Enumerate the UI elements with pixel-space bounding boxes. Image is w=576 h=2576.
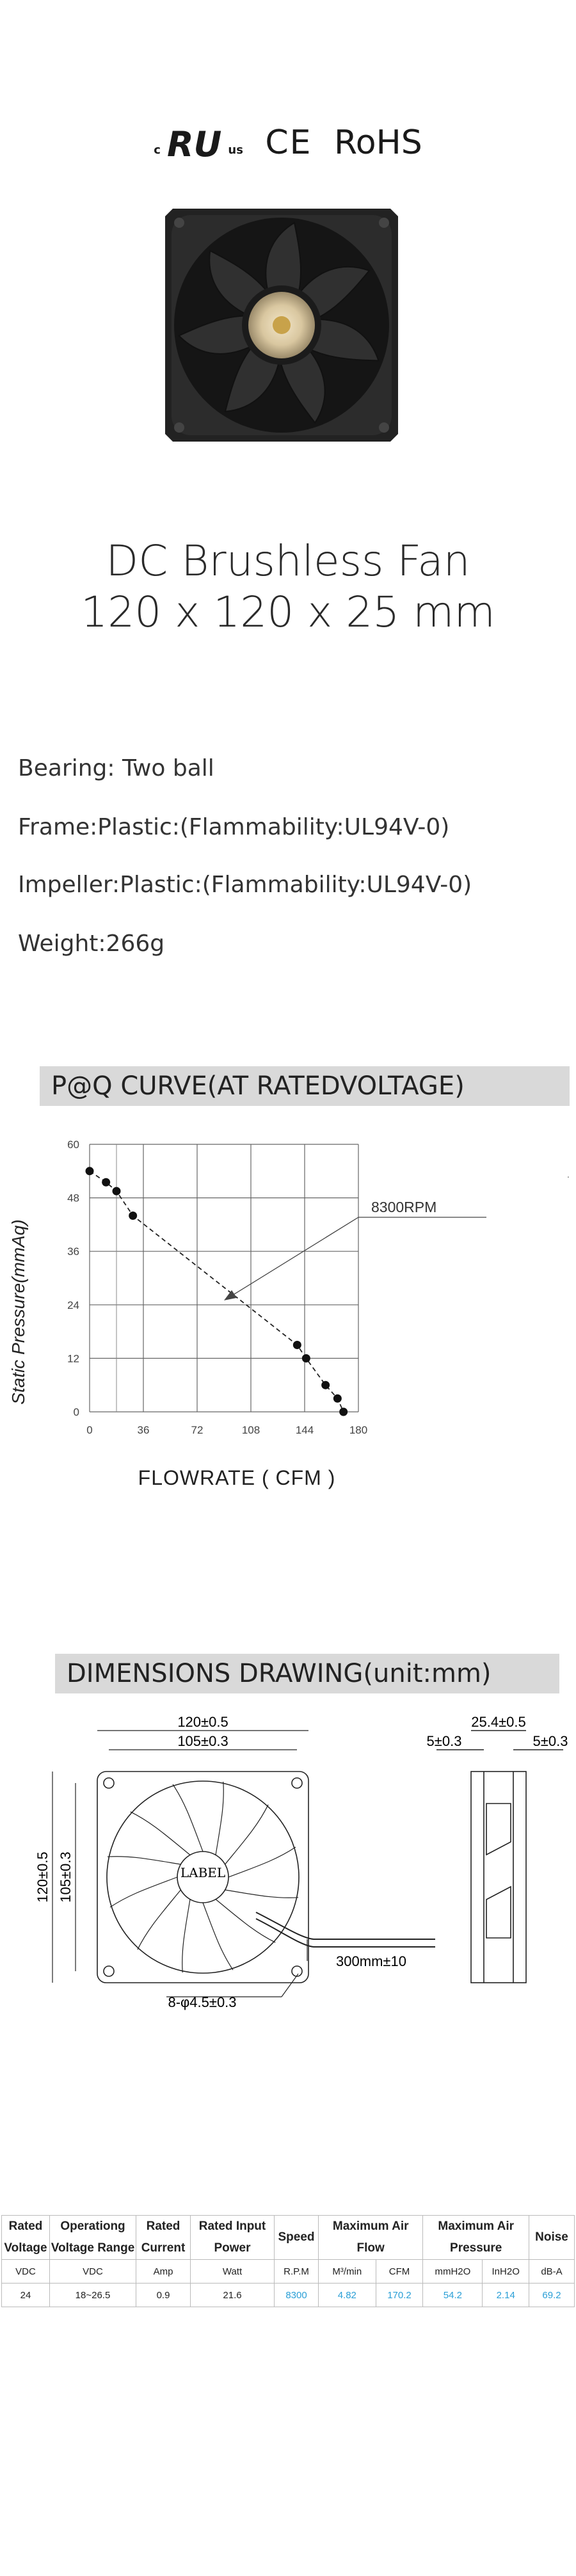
header-noise: Noise: [529, 2215, 575, 2260]
dimensions-heading-bar: DIMENSIONS DRAWING(unit:mm): [55, 1654, 559, 1693]
rohs-certification-logo: RoHS: [334, 124, 422, 163]
y-tick-label: 0: [74, 1406, 79, 1418]
table-cell: 2.14: [482, 2283, 529, 2307]
dim-cable-length: 300mm±10: [336, 1953, 406, 1969]
table-cell: 54.2: [422, 2283, 483, 2307]
chart-annotation: 8300RPM: [224, 1199, 486, 1300]
annotation-leader-diagonal: [230, 1217, 359, 1297]
header-rated-voltage: Rated Voltage: [1, 2215, 50, 2260]
pq-curve-chart: 0 12 24 36 48 60 0 36 72 108 144 180 8300RPM Static…: [8, 1139, 570, 1489]
data-point: [129, 1211, 138, 1220]
table-cell: 18~26.5: [49, 2283, 136, 2307]
certification-marks: c RU us CE RoHS: [0, 122, 576, 164]
dim-outer-height: 120±0.5: [35, 1852, 51, 1902]
table-cell: 0.9: [136, 2283, 191, 2307]
x-tick-label: 72: [191, 1424, 204, 1436]
table-header-row: Rated Voltage Operationg Voltage Range R…: [1, 2215, 575, 2260]
data-point: [102, 1178, 111, 1187]
annotation-arrowhead: [224, 1290, 237, 1300]
data-point: [301, 1354, 310, 1363]
table-cell: mmH2O: [422, 2259, 483, 2284]
front-view: [97, 1771, 435, 1983]
header-max-air-flow: Maximum Air Flow: [317, 2215, 424, 2260]
pq-curve-heading-bar: P@Q CURVE(AT RATEDVOLTAGE): [40, 1066, 570, 1106]
dim-flange-right: 5±0.3: [533, 1733, 568, 1749]
pq-curve-heading: P@Q CURVE(AT RATEDVOLTAGE): [51, 1071, 465, 1101]
x-axis-label: FLOWRATE ( CFM ): [138, 1466, 336, 1489]
table-cell: dB-A: [529, 2259, 575, 2284]
table-cell: 24: [1, 2283, 50, 2307]
y-tick-label: 24: [67, 1299, 79, 1311]
table-cell: VDC: [1, 2259, 50, 2284]
table-cell: 4.82: [318, 2283, 376, 2307]
header-rated-input-power: Rated Input Power: [190, 2215, 275, 2260]
dim-hole-width: 105±0.3: [177, 1733, 228, 1749]
x-tick-label: 108: [242, 1424, 260, 1436]
x-tick-label: 180: [349, 1424, 367, 1436]
y-axis-label: Static Pressure(mmAq): [8, 1219, 28, 1404]
table-cell: Watt: [190, 2259, 275, 2284]
header-max-air-pressure: Maximum Air Pressure: [422, 2215, 529, 2260]
side-view: [436, 1730, 563, 1983]
annotation-label: 8300RPM: [371, 1199, 436, 1215]
data-point: [339, 1407, 348, 1416]
chart-tick-labels: 0 12 24 36 48 60 0 36 72 108 144 180: [67, 1139, 367, 1436]
table-row: 24 18~26.5 0.9 21.6 8300 4.82 170.2 54.2…: [1, 2283, 575, 2307]
table-cell: Amp: [136, 2259, 191, 2284]
specification-table: Rated Voltage Operationg Voltage Range R…: [1, 2215, 575, 2307]
product-dimensions-title: 120 x 120 x 25 mm: [81, 588, 495, 637]
product-title: DC Brushless Fan: [106, 536, 470, 586]
dim-hole-height: 105±0.3: [58, 1852, 74, 1902]
data-point: [321, 1380, 330, 1389]
header-rated-current: Rated Current: [136, 2215, 191, 2260]
table-cell: R.P.M: [274, 2259, 319, 2284]
table-cell: CFM: [375, 2259, 424, 2284]
chart-grid: [89, 1144, 359, 1412]
table-cell: InH2O: [482, 2259, 529, 2284]
data-point: [333, 1394, 342, 1403]
spec-impeller: Impeller:Plastic:(Flammability:UL94V-0): [18, 872, 472, 898]
dimensions-drawing: 120±0.5 105±0.3 120±0.5 105±0.3 LABEL 30…: [35, 1714, 568, 2010]
x-tick-label: 144: [296, 1424, 314, 1436]
dim-outer-width: 120±0.5: [177, 1714, 228, 1730]
chart-series: [85, 1167, 348, 1416]
data-point: [85, 1167, 94, 1176]
table-cell: 69.2: [529, 2283, 575, 2307]
fan-product-image: [165, 209, 398, 442]
y-tick-label: 12: [67, 1352, 79, 1364]
spec-frame: Frame:Plastic:(Flammability:UL94V-0): [18, 814, 450, 840]
y-tick-label: 48: [67, 1192, 79, 1204]
x-tick-label: 0: [86, 1424, 92, 1436]
table-cell: 8300: [274, 2283, 319, 2307]
data-point: [112, 1187, 121, 1196]
header-operating-voltage-range: Operationg Voltage Range: [49, 2215, 136, 2260]
dimensions-heading: DIMENSIONS DRAWING(unit:mm): [67, 1659, 492, 1688]
ce-certification-logo: CE: [265, 124, 312, 163]
table-cell: VDC: [49, 2259, 136, 2284]
spec-weight: Weight:266g: [18, 931, 165, 957]
table-units-row: VDC VDC Amp Watt R.P.M M³/min CFM mmH2O …: [1, 2259, 575, 2284]
table-cell: 21.6: [190, 2283, 275, 2307]
table-cell: 170.2: [375, 2283, 424, 2307]
spec-bearing: Bearing: Two ball: [18, 755, 214, 781]
header-speed: Speed: [274, 2215, 319, 2260]
ul-certification-logo: c RU us: [154, 124, 243, 164]
stray-mark: .: [567, 1169, 570, 1180]
front-dimension-lines: [52, 1730, 308, 1983]
fan-label-text: LABEL: [180, 1865, 225, 1880]
x-tick-label: 36: [138, 1424, 150, 1436]
series-line: [89, 1171, 344, 1412]
y-tick-label: 60: [67, 1139, 79, 1151]
dim-depth: 25.4±0.5: [471, 1714, 525, 1730]
dim-flange-left: 5±0.3: [427, 1733, 462, 1749]
data-point: [292, 1341, 301, 1349]
table-cell: M³/min: [318, 2259, 376, 2284]
y-tick-label: 36: [67, 1245, 79, 1258]
